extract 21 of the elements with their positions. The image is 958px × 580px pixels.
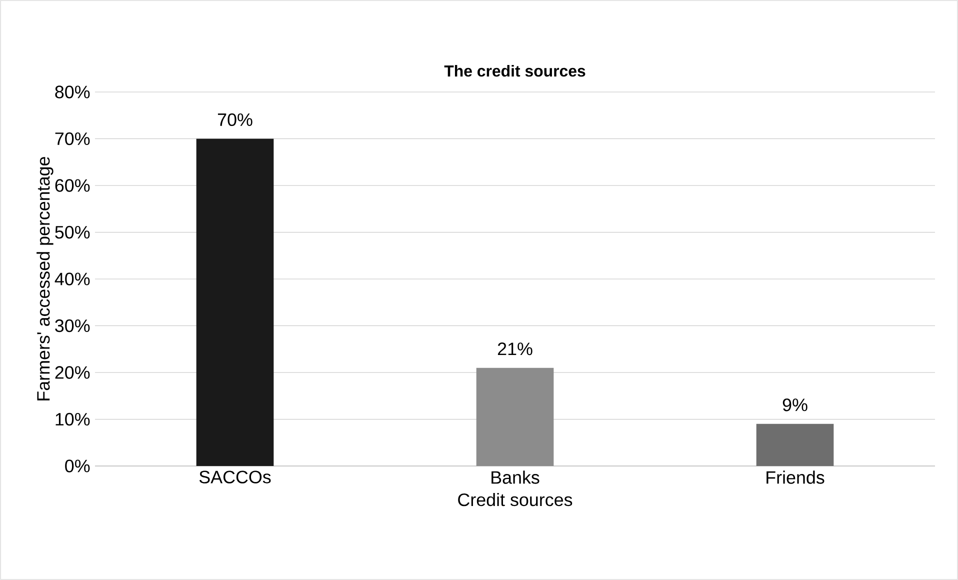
y-tick-label: 60% [55,179,90,192]
data-label: 70% [218,113,252,126]
bar [476,368,554,466]
y-tick-label: 50% [55,226,90,239]
y-tick-label: 40% [54,272,90,286]
data-label: 21% [498,342,532,356]
y-tick-label: 30% [55,319,90,332]
bar [756,424,834,466]
y-tick-label: 70% [55,132,90,146]
x-tick-label: SACCOs [199,470,271,484]
data-label: 9% [782,398,808,412]
chart-title: The credit sources [444,64,586,77]
y-tick-label: 20% [55,366,90,379]
y-axis-title: Farmers' accessed percentage [36,157,54,400]
y-tick-label: 0% [65,460,90,472]
x-tick-label: Banks [492,470,540,484]
bar [196,138,274,466]
x-tick-label: Friends [766,470,824,484]
y-tick-label: 10% [56,412,90,426]
x-axis-title: Credit sources [458,492,572,506]
y-tick-label: 80% [55,86,90,98]
